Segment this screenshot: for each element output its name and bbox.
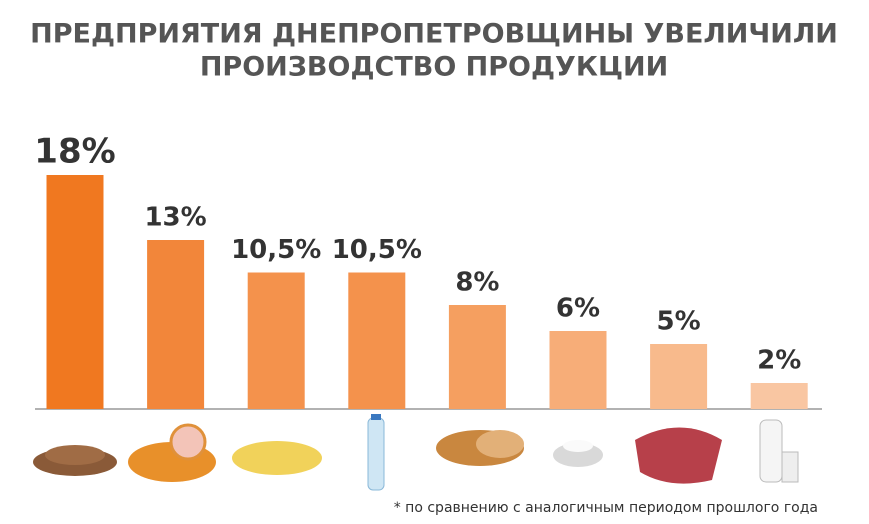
value-label: 5% [657,307,701,337]
value-label: 18% [34,132,115,172]
value-label: 13% [144,203,206,233]
bar [650,344,708,409]
food-icons [33,414,799,491]
value-label: 8% [455,268,499,298]
bar [147,240,205,409]
footnote: * по сравнению с аналогичным периодом пр… [394,500,818,516]
value-label: 10,5% [332,235,422,265]
value-label: 6% [556,294,600,324]
bar [348,272,406,409]
value-label: 2% [757,346,801,376]
value-label: 10,5% [231,235,321,265]
bar [448,305,506,409]
bar [247,272,305,409]
chart-title: ПРОИЗВОДСТВО ПРОДУКЦИИ [200,52,668,83]
bar [549,331,607,409]
chart-title: ПРЕДПРИЯТИЯ ДНЕПРОПЕТРОВЩИНЫ УВЕЛИЧИЛИ [30,19,838,50]
bar [750,383,808,409]
bar [46,175,104,409]
